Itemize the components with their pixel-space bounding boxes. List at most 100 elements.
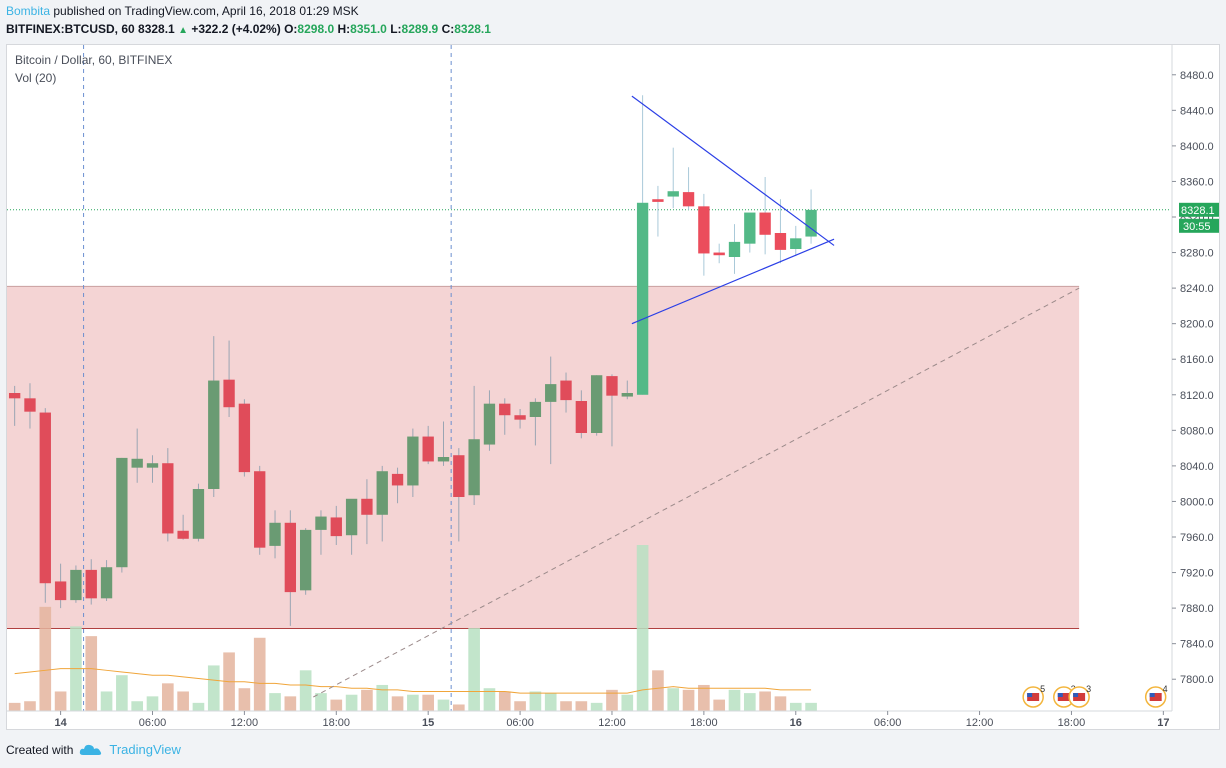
time-tick-label: 14: [54, 717, 67, 729]
volume-bar: [667, 688, 680, 711]
candle-body: [116, 457, 128, 568]
candle-body: [437, 457, 450, 462]
volume-bar: [590, 702, 603, 711]
candle-body: [422, 436, 434, 462]
time-tick-label: 18:00: [690, 717, 718, 729]
time-tick-label: 18:00: [323, 717, 351, 729]
volume-bar: [652, 670, 664, 711]
volume-bar: [483, 688, 496, 711]
price-tick-label: 8160.0: [1180, 354, 1214, 366]
event-flag-canton: [1149, 693, 1155, 697]
close-value: 8328.1: [454, 22, 491, 36]
candle-body: [85, 569, 97, 599]
volume-bar: [728, 689, 741, 711]
candle-body: [208, 380, 220, 489]
price-tick-label: 8080.0: [1180, 425, 1214, 437]
volume-bar: [774, 696, 787, 711]
candle-body: [162, 463, 174, 534]
candle-body: [483, 403, 496, 445]
volume-bar: [422, 694, 435, 711]
volume-bar: [759, 691, 771, 711]
candle-body: [284, 522, 297, 593]
candle-body: [575, 401, 588, 433]
price-tick-label: 7920.0: [1180, 568, 1214, 580]
candle-body: [39, 412, 51, 584]
candle-body: [499, 403, 511, 416]
candle-body: [269, 522, 281, 546]
change-text: +322.2 (+4.02%): [191, 22, 281, 36]
time-tick-label: 18:00: [1058, 717, 1086, 729]
volume-bar: [407, 694, 419, 711]
close-label: C:: [441, 22, 455, 36]
volume-bar: [743, 693, 756, 711]
volume-bar: [146, 696, 159, 711]
candle-body: [146, 463, 159, 468]
candle-body: [192, 489, 205, 539]
volume-bar: [330, 699, 343, 711]
high-label: H:: [337, 22, 351, 36]
open-label: O:: [284, 22, 298, 36]
time-tick-label: 12:00: [231, 717, 259, 729]
triangle-upper-line: [631, 95, 835, 246]
event-flag-stripes: [1027, 693, 1040, 701]
price-tick-label: 8480.0: [1180, 70, 1214, 82]
volume-bar: [514, 701, 526, 711]
chart-canvas[interactable]: 53348480.08440.08400.08360.08320.08280.0…: [0, 0, 1226, 740]
volume-bar: [39, 606, 52, 711]
volume-bar: [8, 702, 21, 711]
candle-body: [376, 471, 388, 515]
resistance-zone: [7, 286, 1080, 629]
volume-bar: [116, 675, 128, 711]
volume-bar: [315, 693, 327, 711]
footer: Created with TradingView: [6, 742, 181, 757]
candle-body: [636, 202, 649, 395]
volume-bar: [498, 691, 511, 711]
volume-bar: [269, 693, 281, 711]
price-tick-label: 8000.0: [1180, 496, 1214, 508]
volume-bar: [192, 702, 205, 711]
series-legend[interactable]: Bitcoin / Dollar, 60, BITFINEX: [15, 53, 173, 67]
candle-body: [759, 212, 771, 235]
event-flag-canton: [1057, 693, 1063, 697]
candle-body: [621, 393, 633, 397]
tradingview-link[interactable]: TradingView: [109, 742, 181, 757]
volume-ma-line: [14, 668, 812, 694]
volume-bar: [805, 702, 817, 711]
tradingview-cloud-icon: [80, 744, 102, 755]
price-tick-label: 8280.0: [1180, 248, 1214, 260]
volume-legend[interactable]: Vol (20): [15, 71, 57, 85]
author-link[interactable]: Bombita: [6, 4, 51, 18]
last-price-text: 8328.1: [138, 22, 175, 36]
candle-body: [774, 233, 787, 250]
event-flag-icon: 4: [1144, 684, 1168, 708]
price-tick-label: 7880.0: [1180, 603, 1214, 615]
symbol-label: BITFINEX:BTCUSD, 60: [6, 22, 135, 36]
price-tick-label: 8200.0: [1180, 319, 1214, 331]
volume-bar: [299, 670, 312, 711]
price-tick-label: 7960.0: [1180, 532, 1214, 544]
volume-bar: [789, 702, 802, 711]
candle-body: [590, 375, 603, 433]
countdown-badge: [1179, 218, 1219, 233]
candle-body: [238, 403, 251, 473]
volume-bar: [284, 696, 297, 711]
volume-bar: [575, 701, 588, 711]
candle-body: [805, 209, 817, 237]
candle-body: [790, 238, 802, 249]
candle-body: [728, 241, 741, 257]
volume-bar: [345, 694, 358, 711]
candle-body: [223, 379, 235, 408]
event-flag-stripes: [1073, 693, 1086, 701]
candle-body: [177, 530, 189, 539]
candle-body: [24, 398, 36, 412]
candle-body: [545, 384, 557, 402]
candle-body: [8, 393, 21, 399]
candle-body: [100, 567, 113, 599]
triangle-lower-line: [631, 238, 835, 325]
event-flag-icon: 5: [1022, 684, 1045, 708]
volume-bar: [529, 691, 542, 711]
candle-body: [407, 436, 419, 486]
price-tick-label: 7840.0: [1180, 639, 1214, 651]
last-price-badge: [1179, 202, 1219, 217]
time-tick-label: 06:00: [506, 717, 534, 729]
